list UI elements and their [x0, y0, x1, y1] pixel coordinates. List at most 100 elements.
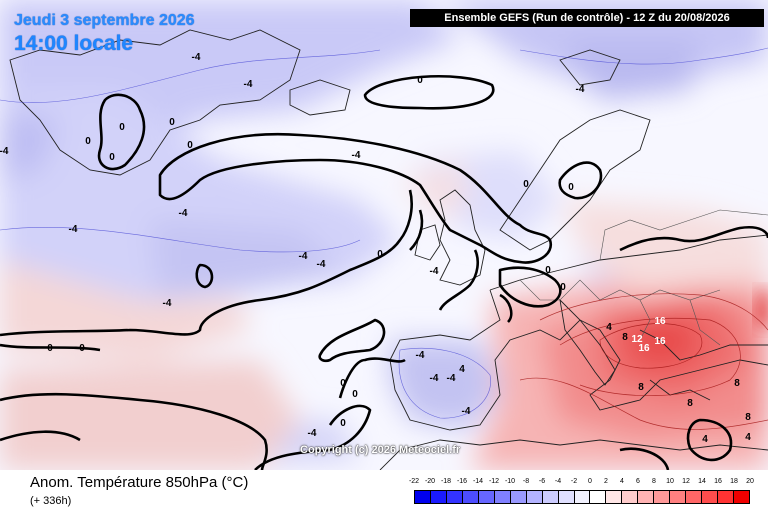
color-scale-tick: -20 — [424, 478, 436, 485]
color-scale-swatch — [446, 491, 463, 503]
color-scale-tick: 2 — [604, 478, 608, 485]
color-scale-swatch — [494, 491, 511, 503]
contour-label: 4 — [459, 364, 465, 375]
contour-label: -4 — [430, 373, 439, 384]
zero-contours — [0, 75, 768, 470]
contour-label: 0 — [85, 136, 91, 147]
color-scale-tick: 6 — [636, 478, 640, 485]
contour-label: -4 — [192, 52, 201, 63]
contour-label: 4 — [606, 322, 612, 333]
color-scale-tick: 4 — [620, 478, 624, 485]
color-scale-swatch — [590, 491, 607, 503]
color-scale-swatch — [526, 491, 543, 503]
contour-label: -4 — [447, 373, 456, 384]
contour-label: 0 — [545, 265, 551, 276]
color-scale-swatch — [734, 491, 750, 503]
contour-label: 16 — [654, 336, 666, 347]
color-scale-swatch — [638, 491, 655, 503]
color-scale: -22 -20 -18 -16 -14 -12 -10 -8 -6 -4 -2 0 2 4 6 8 10 12 14… — [409, 478, 754, 504]
color-scale-tick: 0 — [588, 478, 592, 485]
color-scale-swatch — [654, 491, 671, 503]
color-scale-tick: -14 — [472, 478, 484, 485]
color-scale-swatch — [558, 491, 575, 503]
contour-label: -4 — [462, 406, 471, 417]
contour-label: 8 — [638, 382, 644, 393]
coastlines — [9, 29, 768, 470]
contour-label: -4 — [69, 224, 78, 235]
color-scale-swatch — [702, 491, 719, 503]
contour-label: 0 — [79, 343, 85, 354]
contour-label: -4 — [244, 79, 253, 90]
contour-label: -4 — [308, 428, 317, 439]
color-scale-tick: -12 — [488, 478, 500, 485]
color-scale-tick: 18 — [730, 478, 738, 485]
run-info: Ensemble GEFS (Run de contrôle) - 12 Z d… — [410, 9, 764, 27]
color-scale-tick: -18 — [440, 478, 452, 485]
contour-label: -4 — [317, 259, 326, 270]
color-scale-swatch — [606, 491, 623, 503]
color-scale-tick: 10 — [666, 478, 674, 485]
anomaly-shading — [0, 0, 768, 470]
anomaly-map: 0 -4 -4 -4 0 0 0 0 -4 -4 0 -4 -4 -4 -4 0 -4 -4 0 0 0 0 0 0 -4 -4-… — [0, 0, 768, 470]
copyright: Copyright (c) 2026 Meteociel.fr — [300, 444, 461, 456]
contour-label: -4 — [179, 208, 188, 219]
contour-label: 8 — [734, 378, 740, 389]
contour-label: 0 — [352, 389, 358, 400]
footer: Anom. Température 850hPa (°C) (+ 336h) -… — [0, 470, 768, 512]
contour-label: -4 — [352, 150, 361, 161]
color-scale-tick: -6 — [538, 478, 546, 485]
contour-label: 8 — [622, 332, 628, 343]
contour-label: 0 — [560, 282, 566, 293]
color-scale-tick: 12 — [682, 478, 690, 485]
color-scale-swatch — [462, 491, 479, 503]
contour-label: 0 — [187, 140, 193, 151]
color-scale-swatch — [478, 491, 495, 503]
contour-label: 4 — [702, 434, 708, 445]
contour-label: -4 — [163, 298, 172, 309]
color-scale-tick: 20 — [746, 478, 754, 485]
color-scale-swatch — [574, 491, 591, 503]
color-scale-swatch — [622, 491, 639, 503]
contour-label: 12 — [631, 334, 643, 345]
contour-label: 0 — [109, 152, 115, 163]
contour-label: 8 — [745, 412, 751, 423]
color-scale-tick: 16 — [714, 478, 722, 485]
contour-label: -4 — [416, 350, 425, 361]
contour-label: -4 — [576, 84, 585, 95]
color-scale-swatch — [686, 491, 703, 503]
color-scale-swatch — [542, 491, 559, 503]
color-scale-swatch — [670, 491, 687, 503]
contour-label: 0 — [340, 418, 346, 429]
color-scale-swatch — [510, 491, 527, 503]
contour-label: 0 — [340, 378, 346, 389]
contour-label: -4 — [299, 251, 308, 262]
color-scale-bar — [414, 490, 750, 504]
lead-time: (+ 336h) — [30, 495, 72, 507]
contour-label: 0 — [119, 122, 125, 133]
forecast-date: Jeudi 3 septembre 2026 — [14, 12, 195, 29]
contour-label: 0 — [377, 249, 383, 260]
color-scale-tick: -8 — [522, 478, 530, 485]
color-scale-tick: -2 — [570, 478, 578, 485]
contour-label: -4 — [430, 266, 439, 277]
color-scale-tick: 14 — [698, 478, 706, 485]
color-scale-swatch — [415, 491, 431, 503]
contour-label: 16 — [654, 316, 666, 327]
color-scale-swatch — [718, 491, 735, 503]
contour-label: 16 — [638, 343, 650, 354]
contour-label: 0 — [47, 343, 53, 354]
parameter-title: Anom. Température 850hPa (°C) — [30, 474, 249, 491]
cold-contours — [0, 47, 768, 419]
contour-label: 0 — [523, 179, 529, 190]
color-scale-swatch — [430, 491, 447, 503]
contour-label: -4 — [0, 146, 9, 157]
color-scale-tick: -4 — [554, 478, 562, 485]
color-scale-tick: 8 — [652, 478, 656, 485]
contour-label: 0 — [568, 182, 574, 193]
forecast-time: 14:00 locale — [14, 32, 134, 55]
color-scale-tick: -16 — [456, 478, 468, 485]
contour-label: 0 — [417, 75, 423, 86]
contour-label: 0 — [169, 117, 175, 128]
color-scale-labels: -22 -20 -18 -16 -14 -12 -10 -8 -6 -4 -2 0 2 4 6 8 10 12 14… — [409, 478, 754, 490]
